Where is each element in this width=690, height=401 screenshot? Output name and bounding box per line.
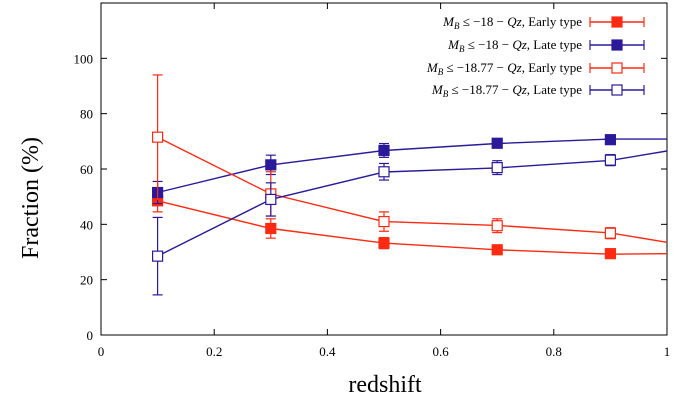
data-point <box>491 220 503 232</box>
data-point <box>604 227 617 239</box>
x-tick-label: 0.2 <box>206 344 222 359</box>
legend-marker <box>611 16 623 28</box>
legend-marker <box>611 84 623 96</box>
legend-marker <box>611 62 623 74</box>
x-tick-label: 0.8 <box>546 344 562 359</box>
data-point <box>265 222 277 235</box>
series-line <box>157 136 667 243</box>
series-line <box>157 200 667 255</box>
legend-label: MB ≤ −18 − Qz, Early type <box>442 14 582 31</box>
series-4 <box>152 150 667 296</box>
y-tick-label: 80 <box>80 107 93 122</box>
legend-marker <box>611 39 623 51</box>
data-point <box>491 137 503 149</box>
x-axis-title: redshift <box>348 372 422 398</box>
data-point <box>152 250 164 262</box>
legend-label: MB ≤ −18.77 − Qz, Late type <box>431 82 582 99</box>
data-point <box>378 237 390 249</box>
legend-label: MB ≤ −18 − Qz, Late type <box>447 37 582 54</box>
data-point <box>265 159 277 171</box>
y-tick-label: 20 <box>80 273 93 288</box>
series-1 <box>152 189 667 260</box>
series-line <box>157 138 667 194</box>
data-point <box>152 131 164 143</box>
data-point <box>491 244 503 256</box>
x-tick-label: 0 <box>98 344 105 359</box>
data-point <box>378 166 390 178</box>
data-point <box>604 248 617 260</box>
series-2 <box>152 134 667 205</box>
data-point <box>491 162 503 174</box>
data-point <box>378 144 390 157</box>
y-axis-title: Fraction (%) <box>18 137 44 259</box>
y-tick-label: 60 <box>80 162 93 177</box>
y-tick-label: 40 <box>80 217 93 232</box>
x-tick-label: 0.6 <box>432 344 449 359</box>
y-tick-label: 100 <box>74 51 94 66</box>
series-line <box>157 150 667 257</box>
x-tick-label: 1 <box>664 344 671 359</box>
x-tick-label: 0.4 <box>319 344 336 359</box>
data-point <box>604 154 617 166</box>
y-tick-label: 0 <box>87 328 94 343</box>
data-point <box>265 193 277 206</box>
data-point <box>604 134 617 146</box>
data-point <box>378 215 390 228</box>
series-3 <box>152 74 667 243</box>
legend-label: MB ≤ −18.77 − Qz, Early type <box>426 60 582 77</box>
